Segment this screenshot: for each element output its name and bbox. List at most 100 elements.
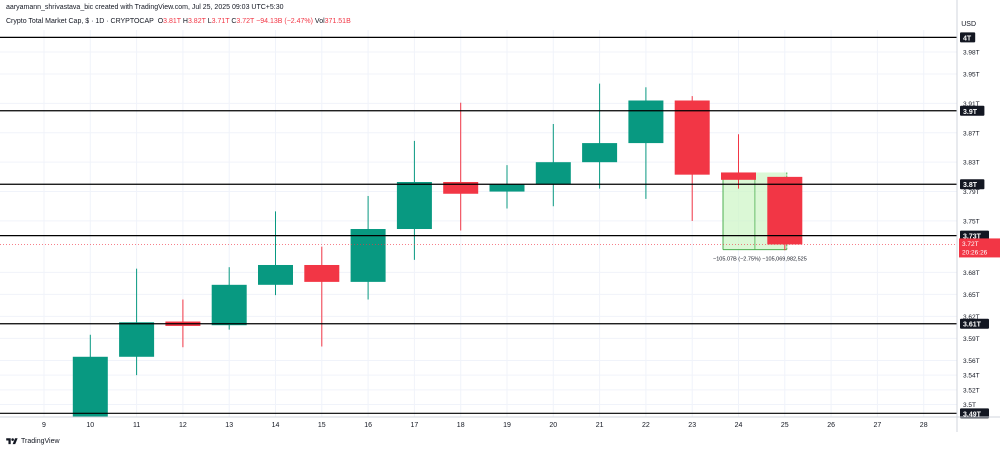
level-badge: [960, 105, 985, 116]
axes-layer: 3.98T 3.95T 3.91T 3.87T 3.83T 3.79T 3.75T 3.68T…: [0, 0, 1000, 432]
y-tick-label: 3.68T: [963, 270, 980, 277]
y-tick-label: 3.56T: [963, 358, 980, 365]
candle: [767, 176, 803, 251]
chart-legend: Crypto Total Market Cap, $ · 1D · CRYPTO…: [6, 18, 351, 25]
candle: [674, 96, 710, 221]
grid-layer: [0, 30, 957, 417]
candle: [304, 246, 340, 347]
y-tick-label: 3.98T: [963, 50, 980, 57]
volume-value: 371.51B: [324, 18, 351, 25]
level-badge: [960, 408, 989, 419]
candle-body: [396, 182, 432, 230]
y-tick-label: 3.95T: [963, 72, 980, 79]
x-tick-label: 10: [86, 422, 94, 429]
level-badge: [960, 179, 985, 190]
footer: TradingView: [6, 437, 60, 446]
candle-body: [258, 264, 293, 285]
y-tick-label: 3.5T: [963, 402, 976, 409]
candle-body: [674, 100, 710, 175]
chart-credit: aaryamann_shrivastava_bic created with T…: [6, 4, 284, 11]
x-tick-label: 25: [781, 422, 789, 429]
y-tick-label: 3.75T: [963, 218, 980, 225]
measure-label: −105.07B (−2.75%) −105,069,982,525: [713, 257, 807, 263]
x-tick-label: 14: [272, 422, 280, 429]
volume-label: Vol: [314, 18, 325, 25]
low-label: L: [207, 18, 212, 25]
candle: [350, 195, 386, 300]
candle-body: [350, 229, 386, 282]
candle-body: [628, 100, 664, 144]
candle-body: [767, 176, 803, 245]
x-tick-label: 11: [133, 422, 140, 429]
level-badge: [960, 230, 989, 241]
brand-name: TradingView: [21, 438, 60, 445]
x-tick-label: 26: [827, 422, 835, 429]
x-tick-label: 17: [411, 422, 419, 429]
x-tick-label: 18: [457, 422, 465, 429]
candle: [258, 211, 293, 296]
x-tick-label: 16: [364, 422, 372, 429]
x-tick-label: 23: [688, 422, 696, 429]
x-tick-label: 27: [874, 422, 882, 429]
level-label: 3.73T: [963, 234, 982, 241]
candles-layer: [72, 83, 803, 417]
candle: [489, 165, 525, 209]
x-tick-label: 28: [920, 422, 928, 429]
candle-body: [72, 356, 108, 417]
last-price-countdown: 20:26:26: [962, 249, 988, 256]
candle: [582, 83, 618, 189]
candle: [396, 140, 432, 260]
high-value: 3.82T: [187, 18, 206, 25]
level-label: 4T: [963, 35, 972, 42]
candle: [535, 123, 571, 207]
level-badge: [960, 32, 976, 43]
candle-body: [535, 162, 571, 185]
candle-body: [582, 143, 618, 163]
y-tick-label: 3.87T: [963, 130, 980, 137]
candle: [721, 134, 756, 189]
candle-body: [721, 172, 756, 180]
x-tick-label: 20: [549, 422, 557, 429]
candle-body: [443, 182, 479, 194]
x-tick-label: 24: [735, 422, 743, 429]
candle: [119, 268, 155, 376]
open-label: O: [157, 18, 164, 25]
x-tick-label: 12: [179, 422, 187, 429]
y-tick-label: 3.79T: [963, 189, 980, 196]
close-label: C: [231, 18, 237, 25]
tradingview-logo-icon: [6, 438, 18, 445]
candle-body: [119, 322, 155, 357]
candle-body: [489, 184, 525, 192]
x-tick-label: 21: [596, 422, 604, 429]
x-tick-label: 22: [642, 422, 650, 429]
x-tick-label: 13: [225, 422, 233, 429]
level-label: 3.9T: [963, 109, 978, 116]
x-tick-label: 9: [42, 422, 46, 429]
candle-body: [304, 264, 340, 282]
last-price-badge: [959, 238, 1000, 258]
last-price-label: 3.72T: [962, 241, 979, 248]
currency-label[interactable]: USD: [961, 21, 976, 28]
y-tick-label: 3.65T: [963, 292, 980, 299]
change-value: −94.13B (−2.47%): [256, 18, 313, 25]
y-tick-label: 3.59T: [963, 336, 980, 343]
candle: [443, 102, 479, 231]
level-badge: [960, 318, 989, 329]
level-label: 3.8T: [963, 182, 978, 189]
x-tick-label: 15: [318, 422, 326, 429]
symbol-name[interactable]: Crypto Total Market Cap, $ · 1D · CRYPTO…: [6, 18, 154, 25]
y-tick-label: 3.62T: [963, 314, 980, 321]
candle-body: [211, 284, 247, 326]
x-tick-label: 19: [503, 422, 511, 429]
close-value: 3.72T: [236, 18, 255, 25]
candle: [211, 267, 247, 330]
y-tick-label: 3.91T: [963, 101, 980, 108]
high-label: H: [182, 18, 188, 25]
low-value: 3.71T: [211, 18, 230, 25]
y-tick-label: 3.83T: [963, 160, 980, 167]
open-value: 3.81T: [163, 18, 181, 25]
y-tick-label: 3.54T: [963, 373, 980, 380]
level-label: 3.61T: [963, 322, 982, 329]
